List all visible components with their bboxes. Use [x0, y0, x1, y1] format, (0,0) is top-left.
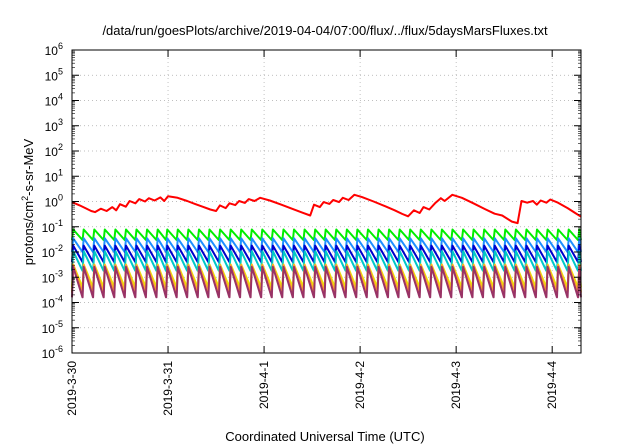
- x-tick-label: 2019-4-3: [449, 361, 463, 409]
- x-axis-label: Coordinated Universal Time (UTC): [225, 429, 424, 444]
- chart-title: /data/run/goesPlots/archive/2019-04-04/0…: [102, 23, 548, 38]
- y-tick-label: 10-3: [42, 268, 63, 285]
- y-tick-label: 10-6: [42, 344, 63, 361]
- series-layer: [71, 193, 582, 299]
- y-tick-label: 102: [45, 142, 63, 159]
- y-tick-label: 10-2: [42, 243, 63, 260]
- y-axis-label-sup: 2: [20, 196, 30, 201]
- flux-series-line: [71, 193, 582, 225]
- y-tick-label: 100: [45, 193, 63, 210]
- x-tick-label: 2019-4-4: [545, 361, 559, 409]
- y-tick-label: 104: [45, 92, 63, 109]
- y-tick-label: 106: [45, 41, 63, 58]
- y-tick-label: 10-1: [42, 218, 63, 235]
- flux-series-line: [71, 228, 582, 241]
- x-tick-label: 2019-4-2: [353, 361, 367, 409]
- x-tick-label: 2019-4-1: [257, 361, 271, 409]
- y-tick-label: 10-4: [42, 294, 63, 311]
- y-axis-label-rest: -s-sr-MeV: [21, 138, 36, 195]
- y-tick-label: 103: [45, 117, 63, 134]
- axis-ticks: 106 105 104 103 102 101 100 10-1 10-2 10-3 10-4 10-…: [42, 41, 581, 416]
- y-tick-label: 101: [45, 167, 63, 184]
- y-tick-label: 10-5: [42, 319, 63, 336]
- x-tick-label: 2019-3-31: [161, 361, 175, 416]
- y-tick-label: 105: [45, 66, 63, 83]
- y-axis-label-base: protons/cm: [21, 201, 36, 265]
- y-axis-label: protons/cm2-s-sr-MeV: [20, 138, 36, 265]
- flux-series-line: [71, 265, 582, 299]
- x-tick-label: 2019-3-30: [65, 361, 79, 416]
